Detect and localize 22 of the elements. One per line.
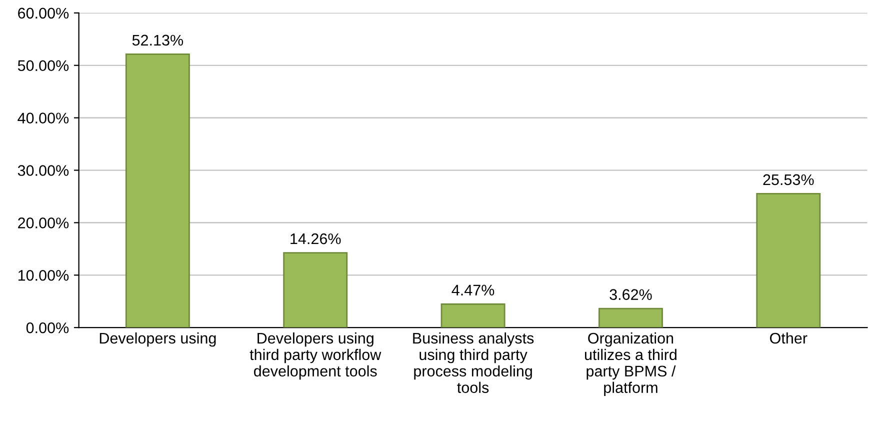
x-tick-label: Developers using xyxy=(100,332,216,347)
bar xyxy=(756,192,821,328)
y-tick-label: 50.00% xyxy=(18,60,69,72)
data-label: 14.26% xyxy=(290,233,341,244)
data-label: 3.62% xyxy=(610,289,652,300)
y-tick-label: 30.00% xyxy=(18,165,69,176)
y-tick-label: 40.00% xyxy=(18,112,69,124)
data-label: 25.53% xyxy=(763,174,814,186)
bar xyxy=(440,303,506,328)
y-tick-label: 60.00% xyxy=(18,8,69,19)
x-tick-label: Other xyxy=(770,332,808,344)
bar xyxy=(598,308,663,328)
bar xyxy=(125,54,190,328)
data-label: 4.47% xyxy=(452,284,494,296)
y-tick-label: 20.00% xyxy=(18,218,69,228)
y-tick-label: 10.00% xyxy=(18,270,69,281)
bar xyxy=(283,252,348,328)
x-tick-label: Business analysts using third party process modeling tools xyxy=(413,332,534,394)
x-tick-label: Organization utilizes a third party BPMS / platform xyxy=(585,332,676,396)
data-label: 52.13% xyxy=(132,34,184,46)
x-tick-label: Developers using third party workflow development tools xyxy=(250,332,382,380)
y-tick-label: 0.00% xyxy=(26,322,69,334)
